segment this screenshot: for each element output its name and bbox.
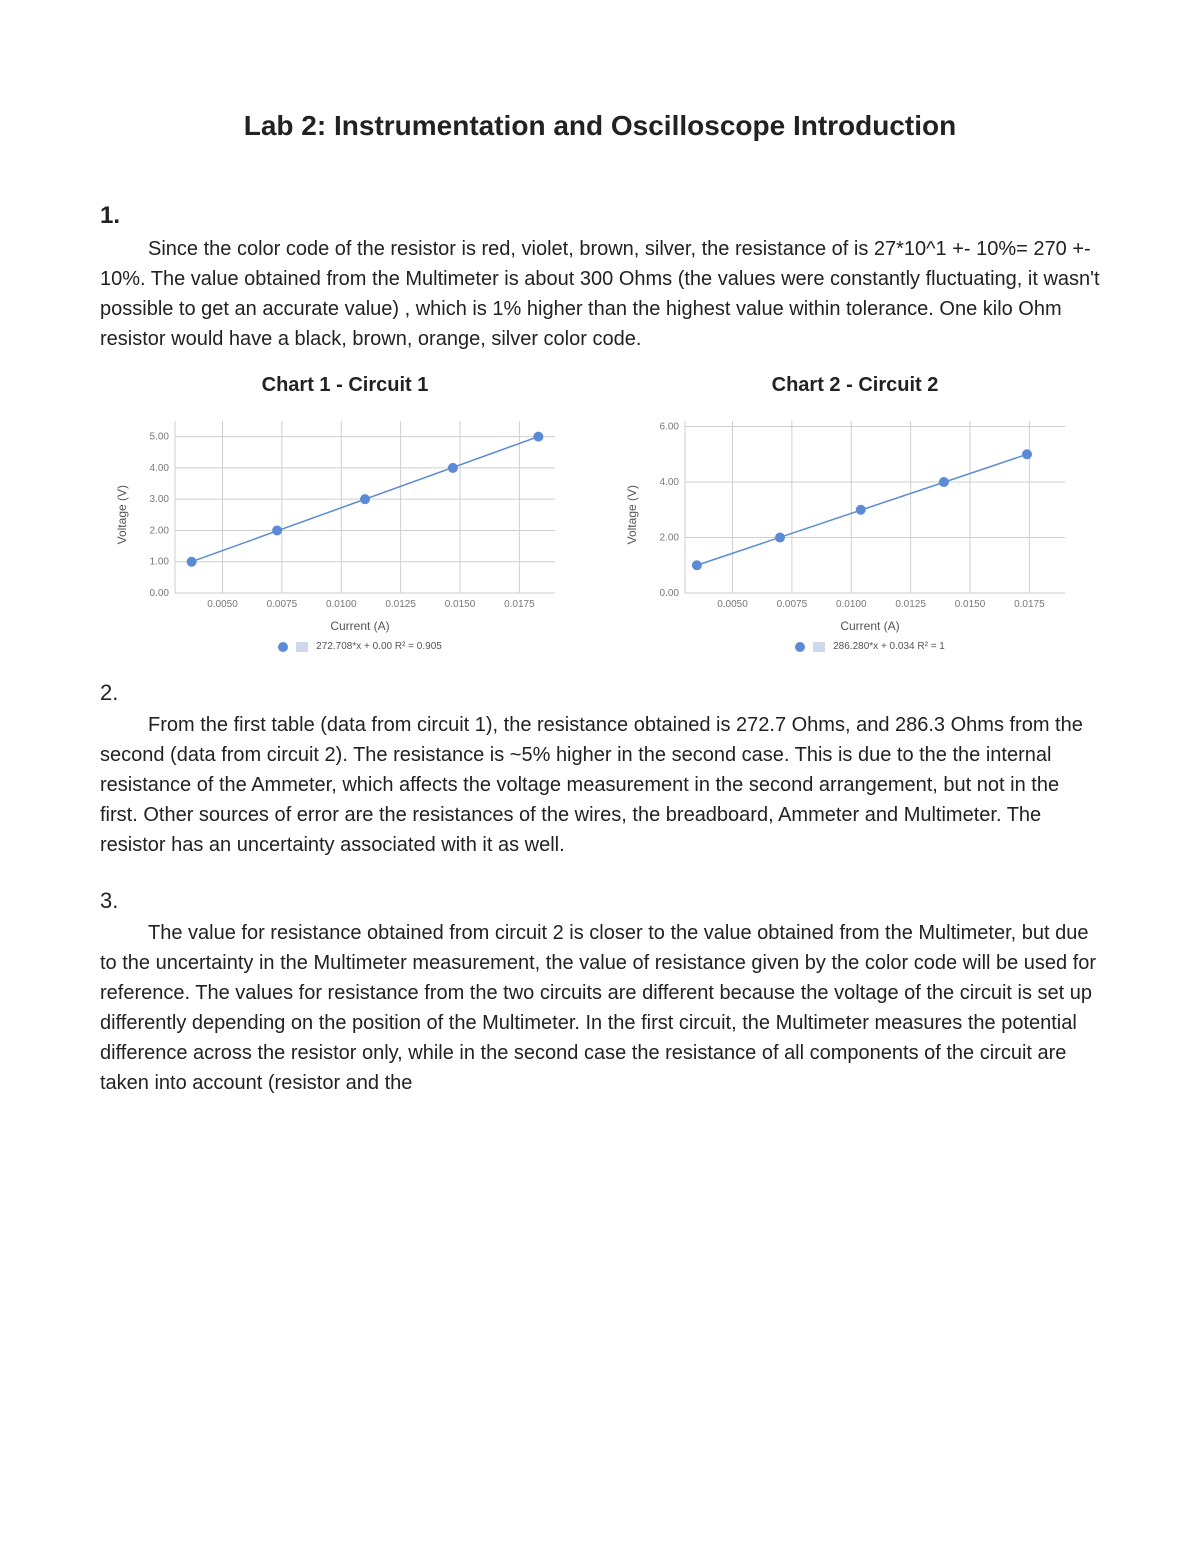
chart-2-legend-text: 286.280*x + 0.034 R² = 1 bbox=[833, 641, 945, 652]
legend-line-icon bbox=[813, 642, 825, 652]
section-2-text: From the first table (data from circuit … bbox=[100, 710, 1100, 860]
svg-text:0.0150: 0.0150 bbox=[955, 599, 986, 610]
svg-text:0.0125: 0.0125 bbox=[895, 599, 926, 610]
chart-1-box: Voltage (V) 0.001.002.003.004.005.000.00… bbox=[115, 415, 575, 652]
section-3-text: The value for resistance obtained from c… bbox=[100, 918, 1100, 1098]
svg-text:0.0075: 0.0075 bbox=[777, 599, 808, 610]
svg-text:2.00: 2.00 bbox=[150, 525, 170, 536]
svg-text:0.00: 0.00 bbox=[660, 588, 680, 599]
svg-text:1.00: 1.00 bbox=[150, 557, 170, 568]
legend-dot-icon bbox=[795, 642, 805, 652]
svg-text:4.00: 4.00 bbox=[660, 477, 680, 488]
svg-text:0.0150: 0.0150 bbox=[445, 599, 476, 610]
svg-text:0.0075: 0.0075 bbox=[267, 599, 298, 610]
svg-text:0.0125: 0.0125 bbox=[385, 599, 416, 610]
chart-1-svg: 0.00 1.00 2.00 3.00 4.00 5.00 0.0050 0.0075 0.01… bbox=[133, 415, 563, 615]
section-3-number: 3. bbox=[100, 888, 1100, 914]
chart-2-xlabel: Current (A) bbox=[655, 619, 1085, 633]
chart-1-legend: 272.708*x + 0.00 R² = 0.905 bbox=[145, 641, 575, 652]
svg-text:4.00: 4.00 bbox=[150, 463, 170, 474]
section-1-text: Since the color code of the resistor is … bbox=[100, 234, 1100, 354]
svg-text:0.0100: 0.0100 bbox=[326, 599, 357, 610]
chart-2-legend: 286.280*x + 0.034 R² = 1 bbox=[655, 641, 1085, 652]
legend-line-icon bbox=[296, 642, 308, 652]
svg-text:6.00: 6.00 bbox=[660, 422, 680, 433]
chart-1-column: Chart 1 - Circuit 1 Voltage (V) 0.00 1.00… bbox=[100, 374, 590, 652]
chart-1-ylabel: Voltage (V) bbox=[115, 485, 129, 544]
svg-text:0.0175: 0.0175 bbox=[1014, 599, 1045, 610]
section-2-number: 2. bbox=[100, 680, 1100, 706]
legend-dot-icon bbox=[278, 642, 288, 652]
svg-text:2.00: 2.00 bbox=[660, 533, 680, 544]
chart-2-ylabel: Voltage (V) bbox=[625, 485, 639, 544]
svg-text:0.0050: 0.0050 bbox=[717, 599, 748, 610]
svg-text:0.00: 0.00 bbox=[150, 588, 170, 599]
svg-text:0.0050: 0.0050 bbox=[207, 599, 238, 610]
document-page: Lab 2: Instrumentation and Oscilloscope … bbox=[0, 0, 1200, 1178]
svg-text:0.0175: 0.0175 bbox=[504, 599, 535, 610]
chart-2-box: Voltage (V) 0.00 2.00 4.00 6.00 0.0050 0.0075… bbox=[625, 415, 1085, 652]
page-title: Lab 2: Instrumentation and Oscilloscope … bbox=[100, 110, 1100, 142]
section-1-number: 1. bbox=[100, 202, 1100, 230]
chart-1-title: Chart 1 - Circuit 1 bbox=[262, 374, 429, 397]
charts-row: Chart 1 - Circuit 1 Voltage (V) 0.00 1.00… bbox=[100, 374, 1100, 652]
svg-text:3.00: 3.00 bbox=[150, 494, 170, 505]
chart-2-column: Chart 2 - Circuit 2 Voltage (V) 0.00 2.00… bbox=[610, 374, 1100, 652]
chart-2-svg: 0.00 2.00 4.00 6.00 0.0050 0.0075 0.0100 0.0125… bbox=[643, 415, 1073, 615]
chart-2-title: Chart 2 - Circuit 2 bbox=[772, 374, 939, 397]
svg-text:5.00: 5.00 bbox=[150, 432, 170, 443]
chart-1-xlabel: Current (A) bbox=[145, 619, 575, 633]
chart-1-legend-text: 272.708*x + 0.00 R² = 0.905 bbox=[316, 641, 442, 652]
svg-text:0.0100: 0.0100 bbox=[836, 599, 867, 610]
